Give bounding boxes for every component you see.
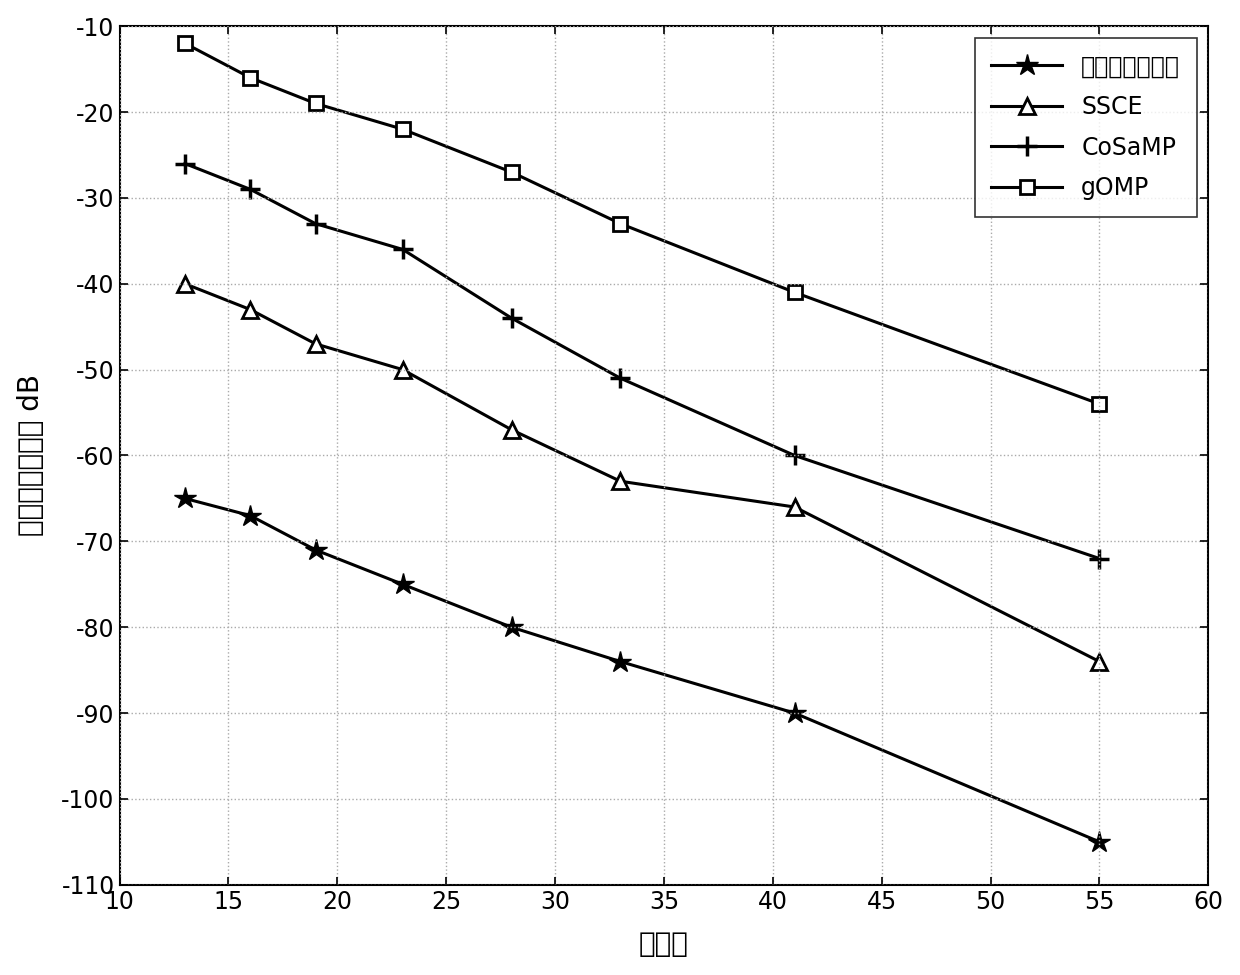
CoSaMP (177, 158, 192, 170)
gOMP (177, 37, 192, 49)
本发明所述算法 (308, 544, 322, 556)
SSCE (1092, 656, 1107, 668)
gOMP (613, 217, 627, 229)
gOMP (787, 287, 802, 298)
CoSaMP (787, 449, 802, 461)
Legend: 本发明所述算法, SSCE, CoSaMP, gOMP: 本发明所述算法, SSCE, CoSaMP, gOMP (975, 38, 1197, 216)
CoSaMP (613, 372, 627, 384)
本发明所述算法 (1092, 836, 1107, 847)
本发明所述算法 (505, 621, 520, 633)
CoSaMP (396, 244, 410, 255)
SSCE (505, 424, 520, 436)
gOMP (308, 98, 322, 109)
X-axis label: 信噪比: 信噪比 (639, 930, 689, 958)
Line: SSCE: SSCE (176, 275, 1107, 670)
SSCE (308, 338, 322, 350)
SSCE (243, 303, 258, 315)
CoSaMP (308, 217, 322, 229)
SSCE (177, 278, 192, 290)
CoSaMP (1092, 553, 1107, 565)
gOMP (1092, 398, 1107, 409)
本发明所述算法 (243, 510, 258, 522)
CoSaMP (243, 183, 258, 195)
Line: 本发明所述算法: 本发明所述算法 (174, 488, 1111, 853)
CoSaMP (505, 312, 520, 324)
本发明所述算法 (787, 707, 802, 719)
gOMP (396, 124, 410, 136)
gOMP (505, 167, 520, 178)
gOMP (243, 72, 258, 84)
SSCE (396, 364, 410, 375)
SSCE (613, 476, 627, 488)
Line: gOMP: gOMP (179, 36, 1106, 410)
Y-axis label: 归一化均方误差 dB: 归一化均方误差 dB (16, 374, 45, 536)
本发明所述算法 (613, 656, 627, 668)
本发明所述算法 (396, 578, 410, 590)
SSCE (787, 501, 802, 513)
本发明所述算法 (177, 492, 192, 504)
Line: CoSaMP: CoSaMP (175, 154, 1109, 568)
